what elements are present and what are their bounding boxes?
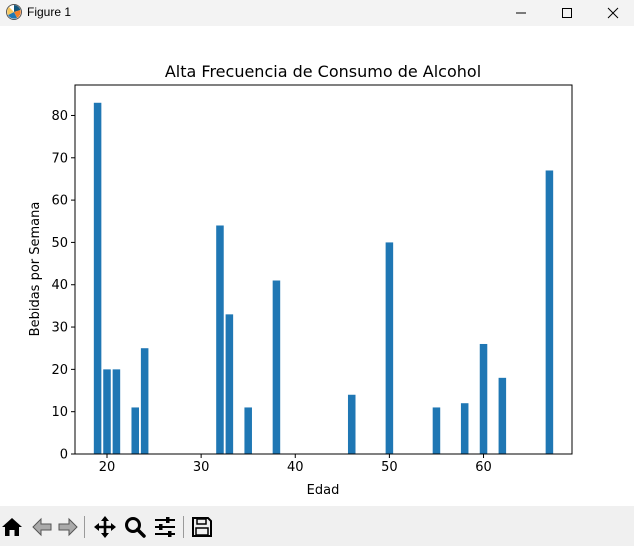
y-tick-label: 70	[51, 151, 68, 166]
bar	[272, 280, 281, 454]
arrow-left-icon[interactable]	[30, 515, 54, 539]
bar	[479, 343, 488, 454]
y-tick-label: 10	[51, 405, 68, 420]
title-bar: Figure 1	[0, 0, 634, 26]
x-tick-label: 50	[381, 460, 398, 475]
floppy-icon[interactable]	[190, 515, 214, 539]
x-tick-label: 30	[193, 460, 210, 475]
chart-title: Alta Frecuencia de Consumo de Alcohol	[165, 62, 481, 81]
close-button[interactable]	[590, 0, 634, 26]
y-tick-label: 0	[60, 448, 68, 463]
minimize-button[interactable]	[498, 0, 544, 26]
axes-frame	[74, 84, 573, 455]
navigation-toolbar	[0, 506, 634, 546]
minimize-icon	[516, 12, 526, 14]
bar	[93, 102, 102, 454]
home-icon[interactable]	[0, 515, 24, 539]
y-axis-label: Bebidas por Semana	[28, 202, 43, 337]
y-tick-label: 40	[51, 278, 68, 293]
bar	[347, 394, 356, 454]
x-tick-label: 60	[475, 460, 492, 475]
y-tick-label: 80	[51, 109, 68, 124]
bar	[385, 242, 394, 454]
x-tick-label: 20	[99, 460, 116, 475]
figure-canvas[interactable]: Alta Frecuencia de Consumo de Alcohol 20…	[0, 26, 634, 506]
matplotlib-app-icon	[6, 4, 22, 20]
x-axis-label: Edad	[307, 483, 340, 498]
magnifier-icon[interactable]	[123, 515, 147, 539]
sliders-icon[interactable]	[153, 515, 177, 539]
bar	[225, 314, 234, 454]
bar	[498, 377, 507, 454]
move-icon[interactable]	[93, 515, 117, 539]
bar	[140, 348, 149, 454]
close-icon	[607, 7, 619, 19]
y-tick-label: 20	[51, 363, 68, 378]
bar	[460, 403, 469, 454]
bar	[244, 407, 252, 454]
maximize-button[interactable]	[544, 0, 590, 26]
x-tick-label: 40	[287, 460, 304, 475]
bar	[432, 407, 441, 454]
bars	[93, 102, 554, 454]
y-tick-label: 50	[51, 236, 68, 251]
toolbar-separator	[84, 516, 85, 538]
bar	[545, 170, 554, 454]
arrow-right-icon[interactable]	[56, 515, 80, 539]
toolbar-separator	[183, 516, 184, 538]
x-axis-ticks: 20 30 40 50 60	[99, 454, 492, 475]
window-title: Figure 1	[27, 5, 72, 19]
bar-chart: Alta Frecuencia de Consumo de Alcohol 20…	[28, 62, 573, 498]
bar	[112, 369, 121, 454]
maximize-icon	[562, 8, 572, 18]
bar	[216, 225, 224, 454]
y-axis-ticks: 0 10 20 30 40 50 60 70 80	[51, 109, 75, 463]
bar	[103, 369, 111, 454]
y-tick-label: 30	[51, 321, 68, 336]
bar	[131, 407, 140, 454]
y-tick-label: 60	[51, 194, 68, 209]
